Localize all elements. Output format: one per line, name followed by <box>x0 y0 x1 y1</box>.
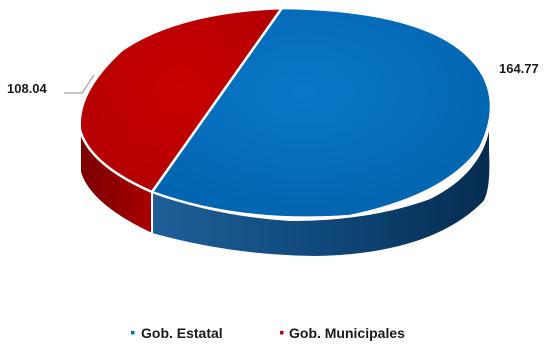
legend-label-gob-estatal: Gob. Estatal <box>141 325 223 341</box>
legend-swatch-gob-municipales <box>280 331 284 335</box>
data-labels: 108.04 164.77 <box>7 61 539 96</box>
slice-gob-estatal <box>150 6 493 259</box>
slice-gob-estatal-top <box>150 6 493 219</box>
leader-line-gob-municipales <box>64 74 95 94</box>
slice-gob-estatal-side <box>151 117 492 259</box>
data-label-gob-municipales: 108.04 <box>7 81 48 96</box>
legend-swatch-gob-estatal <box>131 331 135 335</box>
data-label-gob-estatal: 164.77 <box>499 61 539 76</box>
legend: Gob. Estatal Gob. Municipales <box>131 325 405 341</box>
legend-label-gob-municipales: Gob. Municipales <box>289 325 405 341</box>
slice-gob-municipales-top <box>78 6 284 194</box>
